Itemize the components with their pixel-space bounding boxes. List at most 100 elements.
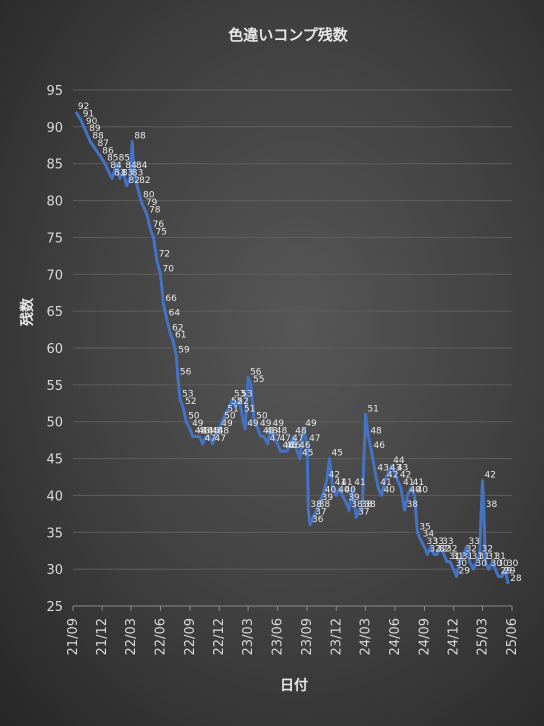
- x-tick-label: 22/12: [212, 618, 227, 655]
- data-label: 45: [302, 449, 313, 459]
- data-label: 47: [280, 434, 291, 444]
- data-label: 48: [370, 426, 382, 436]
- data-label: 49: [305, 419, 317, 429]
- data-label: 44: [393, 456, 405, 466]
- data-label: 40: [417, 485, 429, 495]
- data-label: 34: [423, 530, 435, 540]
- x-tick-label: 21/12: [95, 618, 110, 655]
- x-axis-ticks: 21/09 21/12 22/03 22/06 22/09 22/12 23/03 23/06…: [66, 606, 520, 655]
- data-label: 29: [459, 567, 471, 577]
- data-label: 42: [387, 471, 398, 481]
- data-label: 82: [129, 176, 140, 186]
- y-axis-ticks: 25 30 35 40 45 50 55 60 65 70 75 80 85 90 95: [46, 84, 63, 615]
- x-tick-label: 22/06: [154, 618, 169, 655]
- data-label: 41: [403, 478, 414, 488]
- data-label: 46: [374, 441, 386, 451]
- data-label: 48: [195, 426, 207, 436]
- data-label: 38: [407, 500, 419, 510]
- data-label: 48: [202, 426, 214, 436]
- x-tick-label: 23/06: [271, 618, 286, 655]
- data-label: 78: [149, 205, 161, 215]
- data-label: 42: [484, 471, 495, 481]
- y-tick-label: 35: [46, 526, 63, 541]
- data-label: 88: [92, 132, 104, 142]
- data-label: 32: [439, 544, 450, 554]
- data-label: 40: [383, 485, 395, 495]
- data-label: 49: [273, 419, 285, 429]
- y-tick-label: 95: [46, 84, 63, 99]
- data-label: 42: [329, 471, 340, 481]
- data-label: 84: [125, 161, 137, 171]
- x-tick-label: 24/03: [358, 618, 373, 655]
- x-tick-label: 24/12: [447, 618, 462, 655]
- data-label: 83: [132, 168, 143, 178]
- data-label: 83: [122, 168, 133, 178]
- data-label: 48: [212, 426, 224, 436]
- data-label: 82: [139, 176, 150, 186]
- data-label: 31: [449, 552, 460, 562]
- data-label: 51: [227, 404, 238, 414]
- data-label: 40: [344, 485, 356, 495]
- series-line: [74, 111, 510, 585]
- data-label: 53: [241, 390, 252, 400]
- y-tick-label: 70: [46, 268, 63, 283]
- data-label: 31: [494, 552, 505, 562]
- data-label: 48: [266, 426, 278, 436]
- data-label: 52: [237, 397, 248, 407]
- data-label: 80: [143, 191, 155, 201]
- y-tick-label: 65: [46, 305, 63, 320]
- y-axis-title: 残数: [19, 297, 36, 326]
- data-label: 88: [134, 132, 146, 142]
- data-label: 37: [358, 508, 369, 518]
- data-label: 33: [426, 537, 437, 547]
- data-label: 40: [325, 485, 337, 495]
- y-tick-label: 75: [46, 231, 63, 246]
- data-label: 52: [231, 397, 242, 407]
- data-label: 53: [234, 390, 245, 400]
- data-label: 47: [205, 434, 216, 444]
- data-label: 92: [78, 102, 89, 112]
- data-label: 31: [452, 552, 463, 562]
- data-label: 31: [472, 552, 483, 562]
- x-tick-label: 21/09: [66, 618, 81, 655]
- data-label: 29: [504, 567, 516, 577]
- data-label: 30: [491, 559, 503, 569]
- data-label: 46: [286, 441, 298, 451]
- data-label: 38: [310, 500, 322, 510]
- y-tick-label: 40: [46, 489, 63, 504]
- x-tick-label: 23/09: [300, 618, 315, 655]
- data-label: 29: [501, 567, 513, 577]
- data-label: 55: [253, 375, 264, 385]
- data-label: 38: [486, 500, 498, 510]
- data-label: 48: [218, 426, 230, 436]
- data-label: 40: [409, 485, 421, 495]
- data-label: 37: [315, 508, 326, 518]
- y-tick-label: 90: [46, 121, 63, 136]
- x-tick-label: 22/09: [183, 618, 198, 655]
- data-label: 30: [507, 559, 519, 569]
- data-label: 49: [260, 419, 272, 429]
- data-label: 47: [270, 434, 281, 444]
- data-label: 85: [107, 154, 118, 164]
- data-label: 31: [478, 552, 489, 562]
- data-label: 30: [497, 559, 509, 569]
- data-label: 38: [361, 500, 373, 510]
- data-label: 40: [338, 485, 350, 495]
- data-label: 85: [119, 154, 130, 164]
- data-label: 41: [380, 478, 391, 488]
- data-label: 72: [159, 250, 170, 260]
- data-label: 38: [364, 500, 376, 510]
- data-label: 53: [182, 390, 193, 400]
- data-label: 38: [351, 500, 363, 510]
- data-label: 61: [175, 331, 186, 341]
- x-tick-label: 23/12: [329, 618, 344, 655]
- data-label: 91: [83, 109, 94, 119]
- data-label: 49: [247, 419, 259, 429]
- data-label: 30: [476, 559, 488, 569]
- data-label: 50: [224, 412, 236, 422]
- data-label: 39: [348, 493, 360, 503]
- x-tick-label: 24/06: [388, 618, 403, 655]
- x-tick-label: 25/06: [505, 618, 520, 655]
- data-label: 56: [250, 367, 262, 377]
